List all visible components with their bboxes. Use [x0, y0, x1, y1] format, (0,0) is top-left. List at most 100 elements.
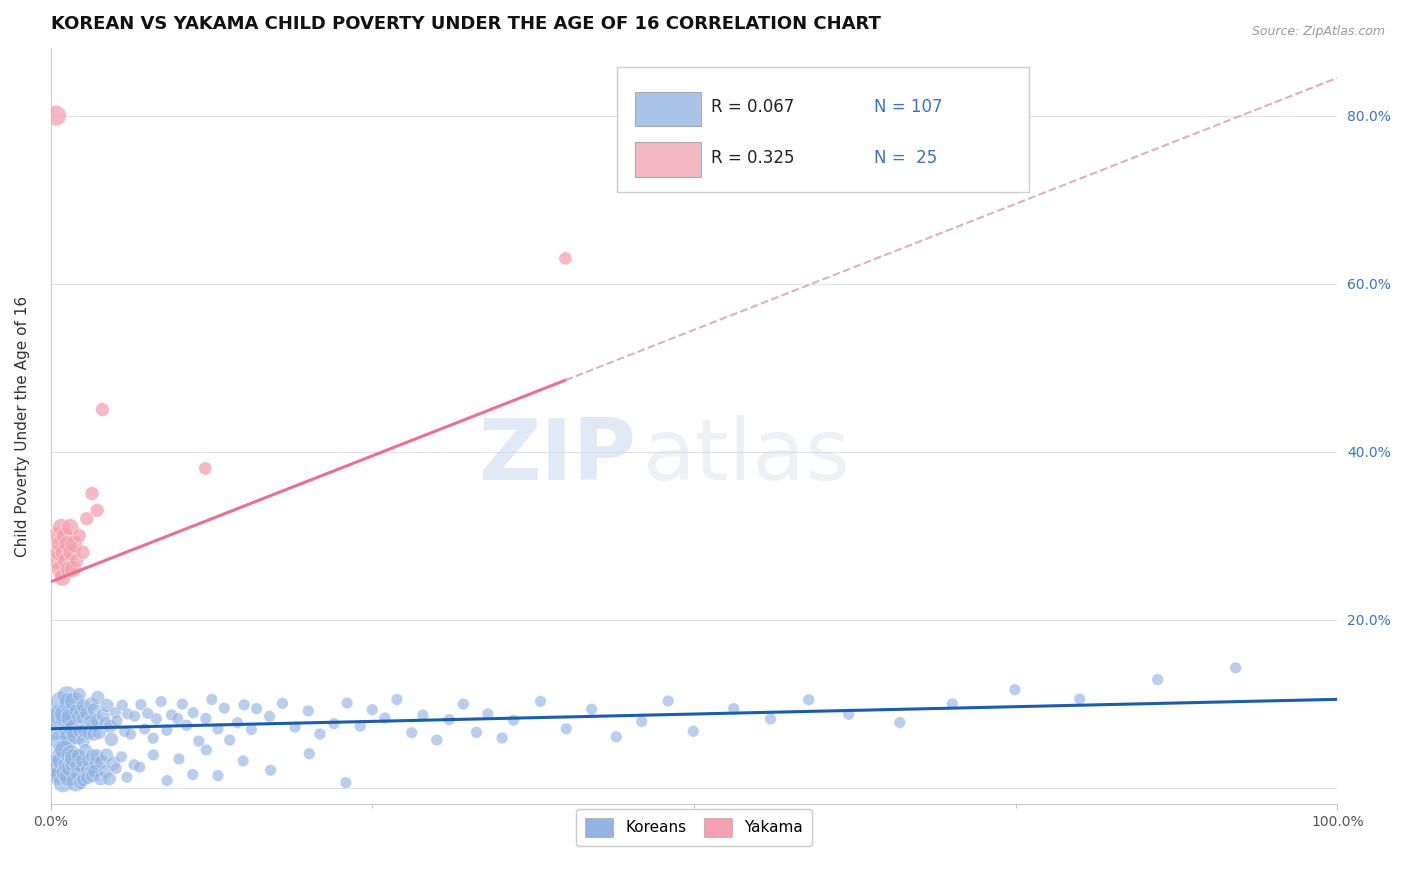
Point	[62, 562, 84, 576]
Point	[72, 711, 94, 725]
Point	[48, 545, 70, 559]
Point	[56, 689, 79, 703]
Point	[201, 692, 224, 706]
Point	[682, 724, 704, 739]
Point	[187, 734, 209, 748]
Point	[49, 750, 72, 764]
Point	[259, 763, 281, 777]
Point	[465, 725, 488, 739]
Point	[46, 528, 69, 542]
Point	[45, 710, 67, 724]
Point	[49, 520, 72, 534]
Point	[297, 704, 319, 718]
Point	[194, 711, 217, 725]
Point	[58, 731, 80, 745]
Point	[80, 769, 103, 783]
Text: ZIP: ZIP	[478, 415, 637, 498]
Point	[98, 719, 121, 733]
Point	[72, 698, 94, 713]
Point	[100, 732, 122, 747]
Text: R = 0.067: R = 0.067	[711, 98, 794, 116]
Point	[160, 707, 183, 722]
Point	[86, 748, 108, 763]
Point	[114, 724, 136, 739]
Point	[105, 714, 128, 728]
Point	[62, 722, 84, 736]
Point	[46, 768, 69, 782]
Point	[98, 772, 121, 786]
Point	[49, 537, 72, 551]
Point	[80, 486, 103, 500]
Point	[142, 731, 165, 746]
Point	[156, 723, 179, 738]
Point	[129, 698, 152, 712]
Point	[128, 760, 150, 774]
Point	[72, 754, 94, 768]
Point	[309, 727, 332, 741]
Point	[453, 697, 475, 711]
Point	[67, 709, 90, 723]
Point	[298, 747, 321, 761]
Point	[207, 768, 229, 782]
Point	[60, 545, 83, 559]
Point	[75, 743, 97, 757]
Point	[245, 701, 267, 715]
Point	[889, 715, 911, 730]
Point	[46, 757, 69, 772]
Point	[349, 719, 371, 733]
Point	[91, 402, 114, 417]
Point	[136, 706, 159, 721]
Point	[67, 688, 90, 702]
Point	[96, 698, 118, 713]
Point	[65, 728, 87, 742]
Point	[502, 713, 524, 727]
Point	[105, 761, 128, 775]
Point	[110, 749, 132, 764]
Point	[194, 461, 217, 475]
Point	[45, 109, 67, 123]
Point	[167, 752, 190, 766]
Point	[838, 707, 860, 722]
Point	[212, 701, 235, 715]
Point	[259, 709, 281, 723]
Point	[166, 712, 188, 726]
Point	[49, 767, 72, 781]
Point	[63, 695, 86, 709]
Point	[477, 706, 499, 721]
Point	[322, 716, 344, 731]
Point	[941, 697, 963, 711]
Point	[58, 695, 80, 709]
Point	[80, 697, 103, 711]
Point	[65, 554, 87, 568]
Point	[70, 705, 93, 719]
Point	[181, 706, 204, 720]
Point	[401, 725, 423, 739]
Legend: Koreans, Yakama: Koreans, Yakama	[576, 809, 813, 846]
Point	[84, 756, 107, 771]
Point	[52, 742, 75, 756]
Point	[90, 755, 112, 769]
Point	[1146, 673, 1168, 687]
FancyBboxPatch shape	[636, 92, 700, 127]
Point	[76, 512, 98, 526]
Point	[59, 711, 82, 725]
Text: N = 107: N = 107	[875, 98, 943, 116]
Point	[56, 758, 79, 772]
Text: KOREAN VS YAKAMA CHILD POVERTY UNDER THE AGE OF 16 CORRELATION CHART: KOREAN VS YAKAMA CHILD POVERTY UNDER THE…	[51, 15, 880, 33]
Point	[82, 748, 104, 763]
Point	[172, 697, 194, 711]
Point	[51, 754, 73, 768]
Point	[94, 764, 117, 779]
Point	[55, 554, 77, 568]
Point	[555, 722, 578, 736]
Point	[89, 725, 111, 739]
Point	[657, 694, 679, 708]
Point	[437, 713, 460, 727]
Point	[80, 764, 103, 779]
Point	[58, 770, 80, 784]
Point	[65, 775, 87, 789]
Point	[72, 733, 94, 747]
Text: atlas: atlas	[643, 415, 851, 498]
Point	[207, 722, 229, 736]
Point	[96, 748, 118, 763]
